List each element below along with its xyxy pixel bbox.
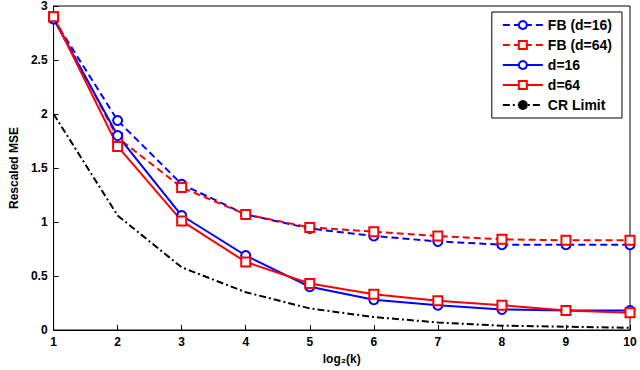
- svg-text:log₂(k): log₂(k): [323, 352, 361, 366]
- svg-text:1: 1: [41, 215, 48, 229]
- svg-text:2: 2: [41, 107, 48, 121]
- svg-text:2: 2: [114, 335, 121, 349]
- svg-text:0: 0: [41, 323, 48, 337]
- svg-text:8: 8: [499, 335, 506, 349]
- svg-text:FB (d=16): FB (d=16): [548, 17, 612, 33]
- svg-text:1.5: 1.5: [31, 161, 48, 175]
- svg-text:5: 5: [306, 335, 313, 349]
- svg-text:4: 4: [242, 335, 249, 349]
- svg-text:10: 10: [623, 335, 637, 349]
- svg-text:2.5: 2.5: [31, 53, 48, 67]
- svg-text:d=16: d=16: [548, 57, 581, 73]
- svg-text:9: 9: [563, 335, 570, 349]
- svg-text:3: 3: [178, 335, 185, 349]
- svg-text:Rescaled MSE: Rescaled MSE: [7, 127, 21, 209]
- svg-text:d=64: d=64: [548, 77, 581, 93]
- svg-text:FB (d=64): FB (d=64): [548, 37, 612, 53]
- svg-text:0.5: 0.5: [31, 269, 48, 283]
- svg-text:6: 6: [370, 335, 377, 349]
- svg-text:1: 1: [50, 335, 57, 349]
- svg-text:7: 7: [435, 335, 442, 349]
- svg-text:3: 3: [41, 0, 48, 13]
- svg-text:CR Limit: CR Limit: [548, 97, 606, 113]
